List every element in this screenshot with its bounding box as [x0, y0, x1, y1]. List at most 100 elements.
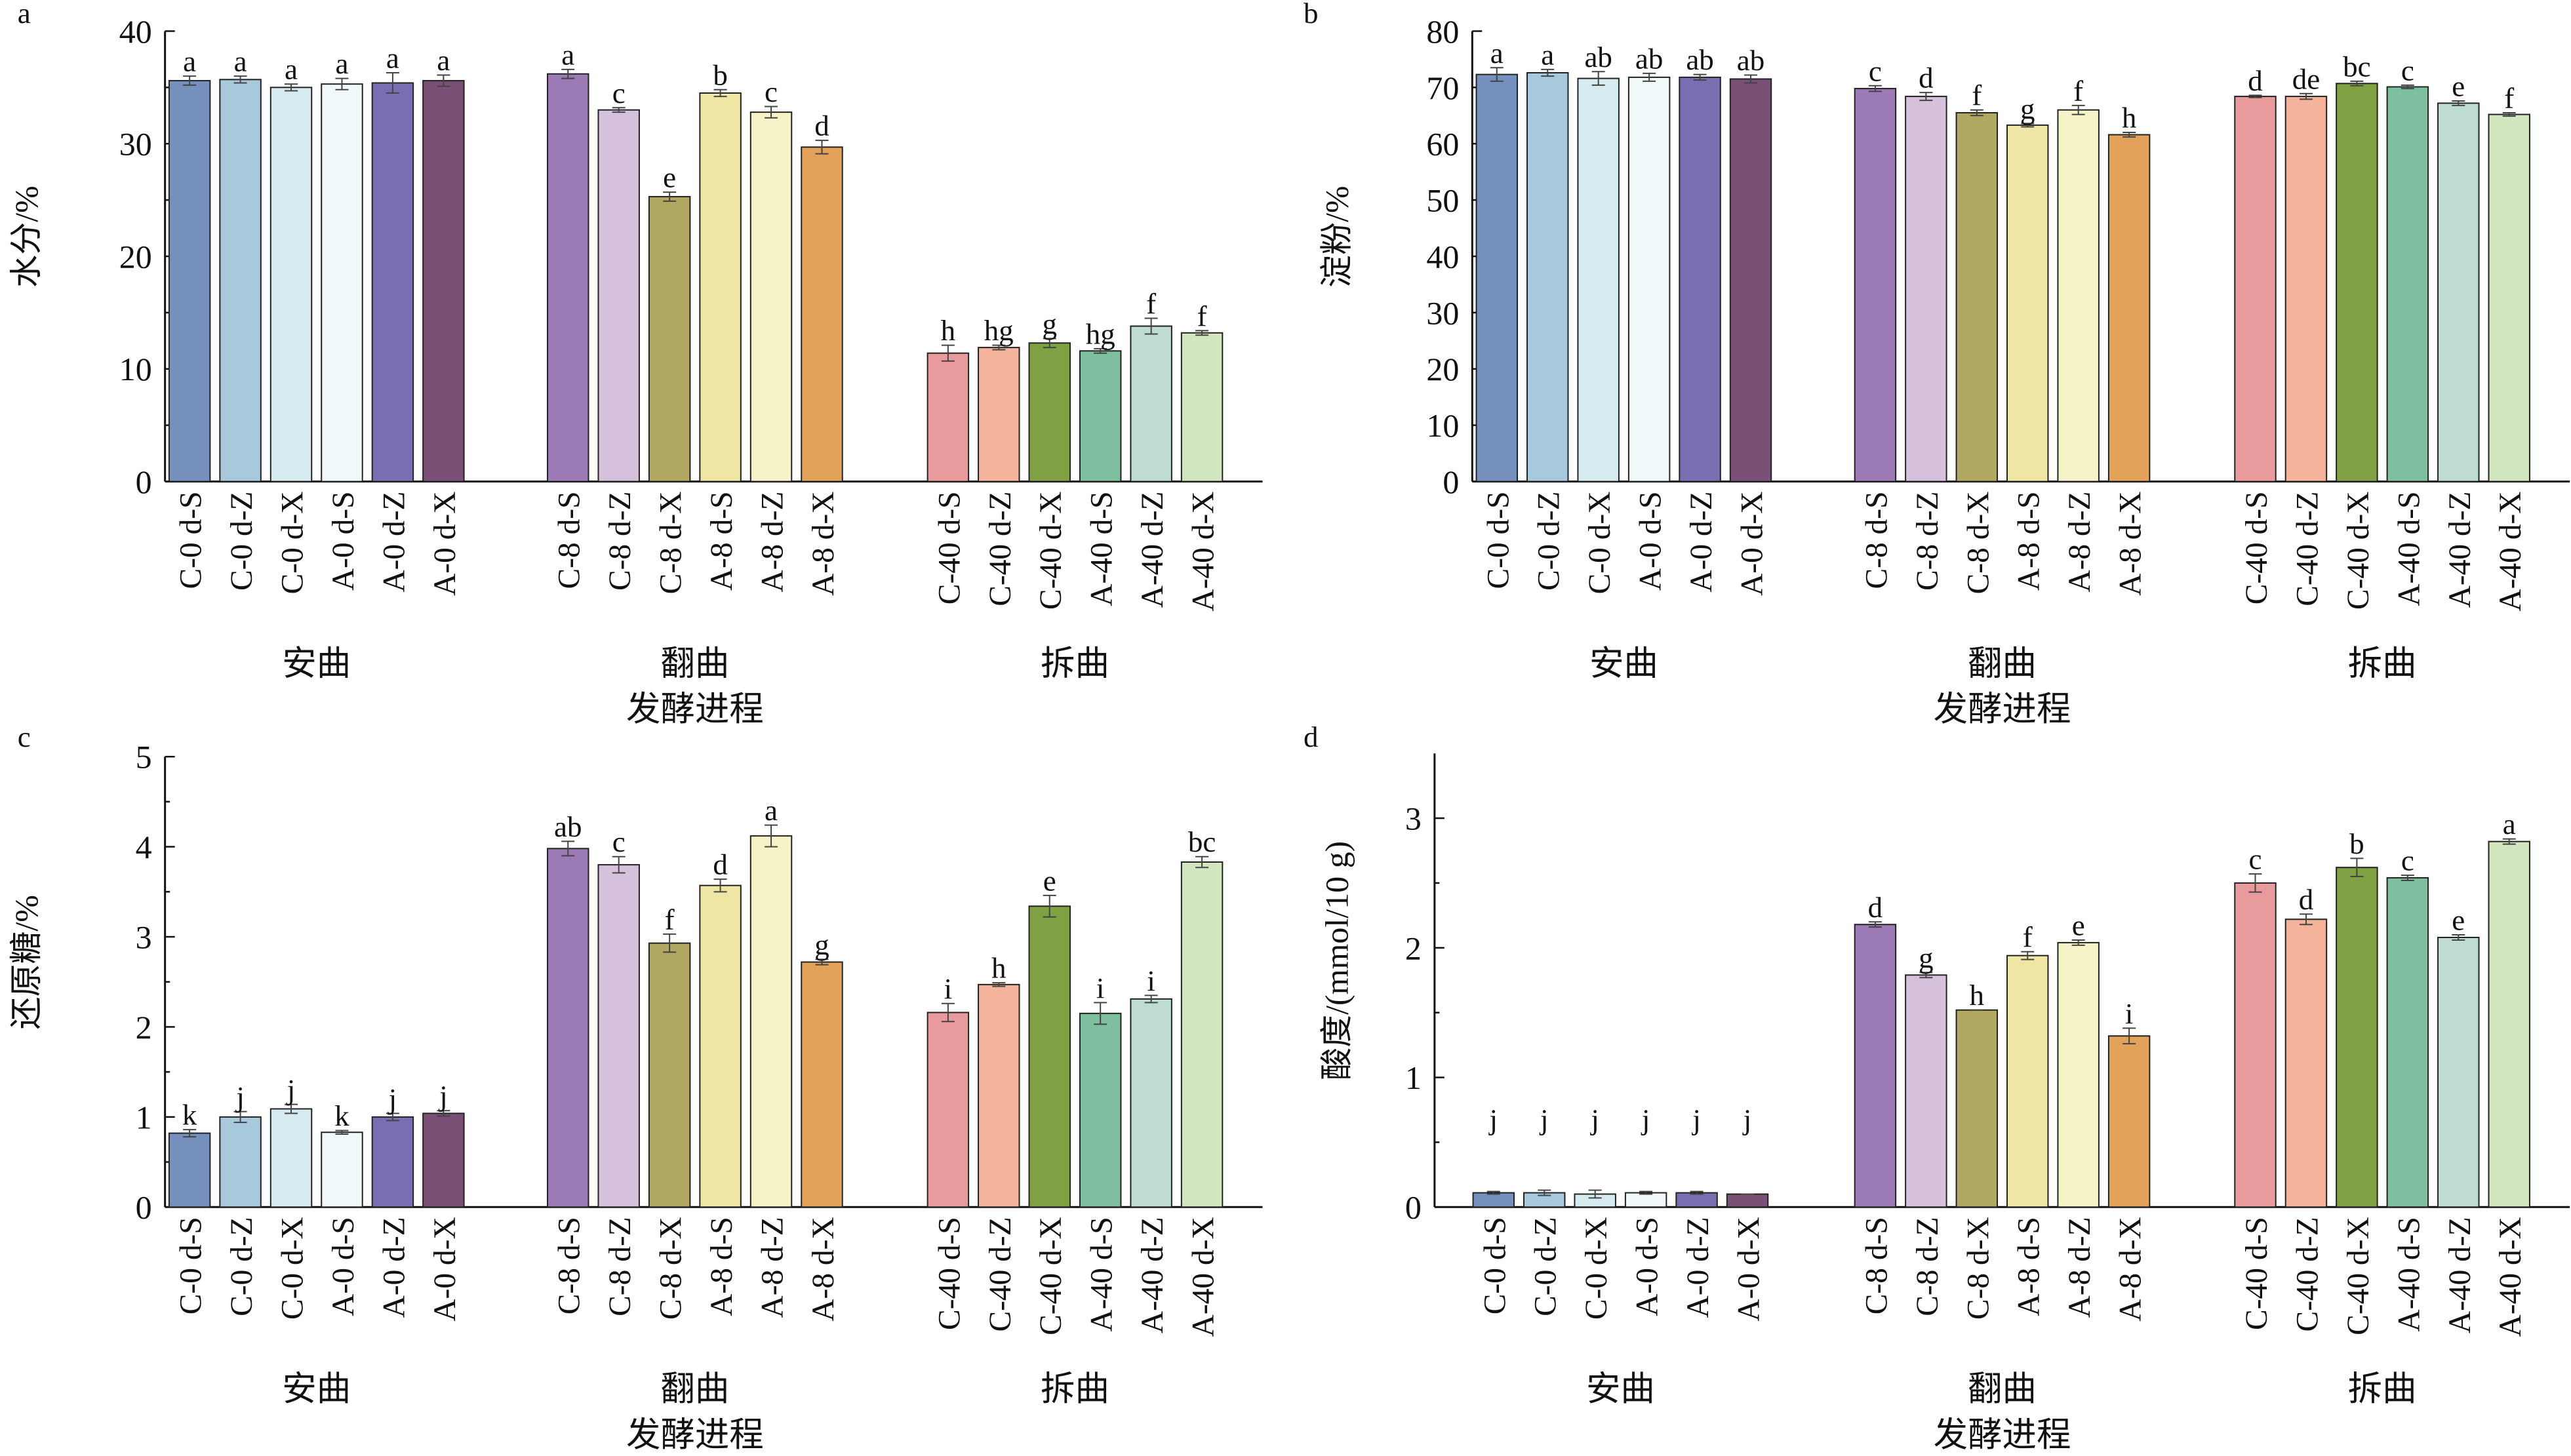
- significance-letter: a: [1541, 38, 1554, 71]
- x-tick-label: A-40 d-S: [1085, 1217, 1119, 1331]
- group-label: 翻曲: [660, 644, 729, 682]
- y-tick-label: 70: [1426, 69, 1459, 106]
- y-tick-label: 2: [136, 1009, 152, 1046]
- significance-letter: ab: [1686, 43, 1713, 76]
- bar-A-40d-X: [1180, 861, 1224, 1208]
- bar-A-40d-Z: [1130, 325, 1172, 482]
- y-tick-label: 1: [1405, 1059, 1422, 1096]
- significance-letter: b: [713, 58, 727, 91]
- significance-letter: d: [814, 109, 829, 142]
- bar-C-40d-X: [2336, 83, 2378, 482]
- x-tick-label: C-0 d-S: [1481, 491, 1515, 589]
- bar-C-40d-X: [1028, 342, 1071, 482]
- group-label: 翻曲: [1968, 1370, 2037, 1408]
- bar-C-40d-S: [2234, 882, 2277, 1208]
- x-tick-label: A-40 d-Z: [1136, 1217, 1170, 1333]
- y-axis-label: 酸度/(mmol/10 g): [1318, 841, 1355, 1080]
- panel-label: b: [1304, 0, 1318, 30]
- x-tick-label: C-8 d-S: [1860, 1217, 1894, 1314]
- bar-A-40d-X: [2488, 840, 2530, 1208]
- bar-C-0d-Z: [1526, 72, 1569, 482]
- significance-letter: i: [944, 972, 953, 1005]
- significance-letter: f: [2023, 920, 2033, 953]
- significance-letter: c: [2401, 844, 2414, 877]
- significance-letter: i: [2125, 997, 2134, 1030]
- x-tick-label: C-0 d-S: [174, 491, 209, 589]
- significance-letter: a: [765, 794, 778, 827]
- significance-letter: a: [183, 45, 196, 78]
- x-tick-label: C-40 d-X: [2342, 491, 2376, 610]
- bar-C-40d-S: [2234, 96, 2277, 482]
- x-tick-label: A-40 d-X: [2494, 491, 2528, 611]
- significance-letter: f: [1972, 79, 1982, 111]
- bar-A-0d-Z: [1675, 1192, 1718, 1208]
- bar-A-0d-Z: [371, 82, 414, 482]
- bar-A-8d-X: [2107, 134, 2151, 482]
- significance-letter: a: [1490, 37, 1504, 69]
- significance-letter: a: [386, 42, 399, 75]
- x-tick-label: A-8 d-S: [2012, 1217, 2046, 1316]
- significance-letter: j: [235, 1080, 245, 1113]
- bar-A-8d-S: [2006, 954, 2049, 1208]
- bar-C-40d-X: [1028, 905, 1071, 1208]
- x-tick-label: C-40 d-Z: [2290, 491, 2324, 606]
- x-tick-label: C-8 d-X: [1961, 491, 1995, 594]
- y-tick-label: 50: [1426, 182, 1459, 219]
- significance-letter: a: [234, 45, 247, 78]
- y-tick-label: 20: [119, 238, 152, 275]
- x-tick-label: A-0 d-S: [1631, 1217, 1665, 1316]
- y-tick-label: 0: [1443, 463, 1459, 500]
- y-axis-label: 还原糖/%: [8, 895, 45, 1029]
- bar-C-8d-Z: [597, 109, 640, 482]
- panel-c: c 0 1 2 3 4 5 还原糖/% k C-0 d-S j C-0 d-Z j C-0 d-X k A-0…: [8, 720, 1263, 1454]
- x-tick-label: C-8 d-Z: [603, 1217, 637, 1316]
- significance-letter: bc: [1188, 825, 1216, 858]
- significance-letter: d: [2248, 64, 2262, 97]
- bar-C-8d-S: [547, 73, 589, 482]
- significance-letter: j: [286, 1073, 296, 1106]
- significance-letter: e: [663, 161, 676, 194]
- x-tick-label: C-8 d-S: [1860, 491, 1894, 589]
- y-tick-label: 3: [1405, 800, 1422, 837]
- bar-C-8d-X: [1955, 111, 1999, 482]
- x-tick-label: C-0 d-Z: [1529, 1217, 1563, 1316]
- bar-C-8d-S: [1854, 924, 1897, 1208]
- x-tick-label: A-0 d-Z: [377, 1217, 411, 1318]
- x-tick-label: C-40 d-S: [2240, 491, 2274, 604]
- significance-letter: h: [2122, 102, 2136, 134]
- group-label: 拆曲: [2348, 1370, 2417, 1408]
- bar-A-40d-S: [1079, 350, 1122, 482]
- x-tick-label: C-8 d-X: [654, 491, 688, 594]
- significance-letter: g: [1043, 307, 1057, 340]
- x-tick-label: A-0 d-S: [327, 491, 361, 591]
- y-tick-label: 10: [119, 351, 152, 387]
- y-axis-label: 水分/%: [8, 186, 45, 287]
- bar-A-40d-S: [1079, 1012, 1122, 1208]
- bar-A-0d-S: [321, 1131, 363, 1208]
- bar-A-40d-X: [2488, 113, 2530, 482]
- x-tick-label: C-40 d-S: [2240, 1217, 2274, 1330]
- x-tick-label: A-40 d-S: [1085, 491, 1119, 606]
- significance-letter: e: [2072, 909, 2085, 941]
- significance-letter: a: [2503, 808, 2516, 840]
- x-tick-label: C-0 d-Z: [225, 491, 259, 591]
- significance-letter: e: [2452, 69, 2465, 102]
- x-tick-label: C-40 d-Z: [984, 1217, 1018, 1331]
- x-tick-label: A-0 d-Z: [1684, 491, 1719, 592]
- bar-C-0d-S: [1475, 73, 1519, 482]
- significance-letter: j: [1539, 1103, 1549, 1136]
- group-label: 安曲: [1586, 1370, 1655, 1408]
- significance-letter: f: [2073, 74, 2083, 107]
- x-tick-label: A-8 d-X: [807, 1217, 841, 1321]
- bar-A-8d-X: [801, 961, 843, 1208]
- significance-letter: ab: [1737, 44, 1764, 77]
- x-tick-label: C-8 d-X: [1961, 1217, 1995, 1320]
- x-tick-label: C-8 d-Z: [1911, 1217, 1945, 1316]
- x-tick-label: C-0 d-Z: [225, 1217, 259, 1316]
- significance-letter: i: [1147, 964, 1155, 997]
- bar-C-0d-Z: [219, 79, 262, 482]
- bar-C-0d-S: [168, 80, 211, 482]
- significance-letter: g: [2020, 92, 2035, 125]
- significance-letter: hg: [1086, 317, 1115, 350]
- bar-C-40d-X: [2336, 867, 2378, 1208]
